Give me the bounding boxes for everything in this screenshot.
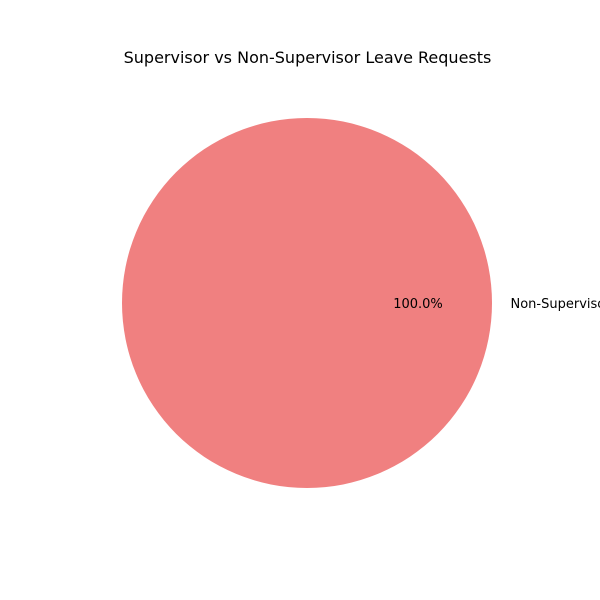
- chart-title: Supervisor vs Non-Supervisor Leave Reque…: [123, 48, 492, 67]
- pie-slice: [122, 118, 492, 488]
- slice-percent-label: 100.0%: [393, 297, 443, 312]
- slice-label: Non-Supervisor: [511, 297, 600, 312]
